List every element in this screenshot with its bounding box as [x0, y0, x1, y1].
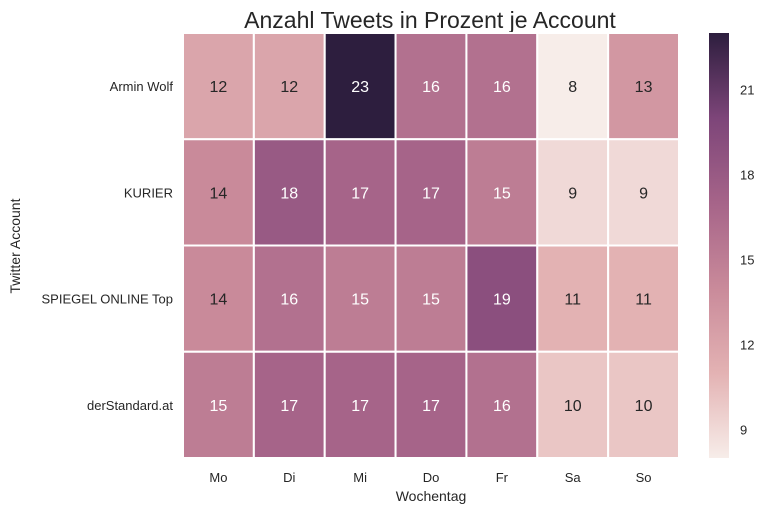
- chart-title: Anzahl Tweets in Prozent je Account: [244, 7, 616, 33]
- heatmap-cell: [607, 350, 681, 459]
- heatmap-cell: [536, 350, 610, 459]
- cell-value-label: 11: [635, 292, 652, 309]
- x-tick-label: Sa: [565, 470, 582, 485]
- heatmap-cells: 12 12 23 16 16 8 13 14 18 17 17 15 9 9 14 16 15 15 19 11 11 1…: [182, 32, 681, 459]
- y-tick-labels: Armin Wolf KURIER SPIEGEL ONLINE Top derSta…: [41, 79, 173, 413]
- colorbar-tick-label: 21: [740, 83, 754, 98]
- heatmap-cell: [465, 138, 539, 247]
- colorbar-tick-label: 15: [740, 253, 754, 268]
- x-tick-label: Di: [283, 470, 295, 485]
- cell-value-label: 17: [351, 185, 369, 202]
- y-tick-label: KURIER: [124, 185, 173, 200]
- colorbar-tick-label: 12: [740, 338, 754, 353]
- y-tick-label: SPIEGEL ONLINE Top: [41, 292, 173, 307]
- x-axis-label: Wochentag: [396, 488, 467, 504]
- colorbar-tick-labels: 9 12 15 18 21: [740, 83, 754, 438]
- heatmap-cell: [394, 244, 468, 353]
- cell-value-label: 14: [210, 292, 228, 309]
- cell-value-label: 15: [493, 185, 511, 202]
- colorbar: [709, 33, 729, 458]
- colorbar-tick-label: 9: [740, 423, 747, 438]
- cell-value-label: 8: [568, 79, 577, 96]
- x-tick-label: Mi: [353, 470, 367, 485]
- y-tick-label: derStandard.at: [87, 398, 173, 413]
- cell-value-label: 9: [639, 185, 648, 202]
- cell-value-label: 11: [564, 292, 581, 309]
- cell-value-label: 23: [351, 79, 369, 96]
- cell-value-label: 16: [280, 292, 298, 309]
- heatmap-cell: [323, 244, 397, 353]
- cell-value-label: 14: [210, 185, 228, 202]
- heatmap-cell: [182, 138, 255, 247]
- x-tick-label: Fr: [496, 470, 509, 485]
- cell-value-label: 13: [635, 79, 653, 96]
- heatmap-cell: [252, 32, 326, 141]
- cell-value-label: 19: [493, 292, 511, 309]
- cell-value-label: 17: [422, 398, 440, 415]
- cell-value-label: 16: [493, 398, 511, 415]
- cell-value-label: 16: [493, 79, 511, 96]
- cell-value-label: 10: [635, 398, 653, 415]
- cell-value-label: 12: [210, 79, 228, 96]
- x-tick-label: Do: [423, 470, 440, 485]
- cell-value-label: 16: [422, 79, 440, 96]
- heatmap-cell: [607, 138, 681, 247]
- heatmap-cell: [465, 244, 539, 353]
- heatmap-cell: [182, 32, 255, 141]
- heatmap-cell: [536, 244, 610, 353]
- x-tick-labels: Mo Di Mi Do Fr Sa So: [209, 470, 651, 485]
- cell-value-label: 15: [422, 292, 440, 309]
- cell-value-label: 15: [351, 292, 369, 309]
- x-tick-label: So: [636, 470, 652, 485]
- x-tick-label: Mo: [209, 470, 227, 485]
- heatmap-cell: [536, 32, 610, 141]
- heatmap-cell: [607, 244, 681, 353]
- cell-value-label: 17: [422, 185, 440, 202]
- colorbar-tick-label: 18: [740, 168, 754, 183]
- cell-value-label: 9: [568, 185, 577, 202]
- cell-value-label: 17: [280, 398, 298, 415]
- cell-value-label: 18: [280, 185, 298, 202]
- heatmap-cell: [323, 138, 397, 247]
- y-axis-label: Twitter Account: [7, 198, 23, 293]
- cell-value-label: 15: [210, 398, 228, 415]
- heatmap-cell: [394, 350, 468, 459]
- heatmap-cell: [252, 350, 326, 459]
- heatmap-cell: [252, 244, 326, 353]
- heatmap-cell: [182, 350, 255, 459]
- y-tick-label: Armin Wolf: [110, 79, 174, 94]
- cell-value-label: 10: [564, 398, 582, 415]
- cell-value-label: 12: [280, 79, 298, 96]
- cell-value-label: 17: [351, 398, 369, 415]
